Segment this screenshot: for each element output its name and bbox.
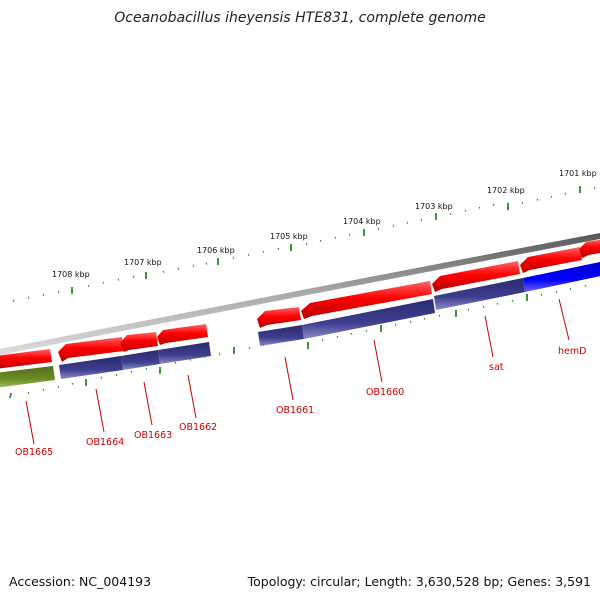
leader-sat [484,315,494,358]
leader-OB1664 [95,388,105,433]
cds-arrow [157,324,208,345]
gene-label-OB1661: OB1661 [276,405,314,416]
kbp-label: 1708 kbp [52,270,90,279]
cds-arrow [257,307,301,328]
cds-arrow [301,281,432,319]
map-title: Oceanobacillus iheyensis HTE831, complet… [114,10,486,26]
gene-OB1660 [302,299,435,339]
lower-ticks [9,284,587,399]
cds-arrow [120,332,158,352]
tick [9,392,12,399]
kbp-label: 1707 kbp [124,258,162,267]
cds-arrow [0,349,52,369]
leader-OB1665 [25,400,35,445]
genome-backbone [0,232,600,356]
leader-OB1660 [373,339,383,383]
leader-OB1663 [143,381,153,426]
gene-label-OB1664: OB1664 [86,437,124,448]
cds-arrow [520,247,582,273]
leader-OB1662 [187,374,197,419]
gene-OB1663 [121,350,160,370]
accession-text: Accession: NC_004193 [9,574,152,589]
leader-OB1661 [284,356,294,401]
scale-ticks [12,186,596,302]
gene-label-OB1663: OB1663 [134,430,172,441]
plus-strand-features [0,239,600,369]
scale-labels: 1708 kbp 1707 kbp 1706 kbp 1705 kbp 1704… [52,169,597,279]
gene-OB1664 [59,356,123,379]
gene-label-OB1660: OB1660 [366,387,404,398]
kbp-label: 1701 kbp [559,169,597,178]
kbp-label: 1702 kbp [487,186,525,195]
minus-strand-features [0,262,600,388]
kbp-label: 1705 kbp [270,232,308,241]
kbp-label: 1704 kbp [343,217,381,226]
gene-OB1662 [158,342,211,364]
gene-label-OB1665: OB1665 [15,447,53,458]
leader-hemD [558,298,570,341]
label-leaders [25,298,570,445]
gene-label-hemD: hemD [558,346,586,357]
cds-arrow [432,261,520,292]
cds-arrow [58,337,124,362]
gene-hemD [523,262,600,292]
cds-arrow [579,239,600,258]
kbp-label: 1706 kbp [197,246,235,255]
gene-label-sat: sat [489,362,504,373]
gene-OB1665 [0,366,55,388]
gene-OB1661 [258,325,304,346]
gene-sat [434,278,525,310]
topology-text: Topology: circular; Length: 3,630,528 bp… [247,574,591,589]
kbp-label: 1703 kbp [415,202,453,211]
gene-label-OB1662: OB1662 [179,422,217,433]
gene-labels: OB1665 OB1664 OB1663 OB1662 OB1661 OB166… [15,346,586,458]
